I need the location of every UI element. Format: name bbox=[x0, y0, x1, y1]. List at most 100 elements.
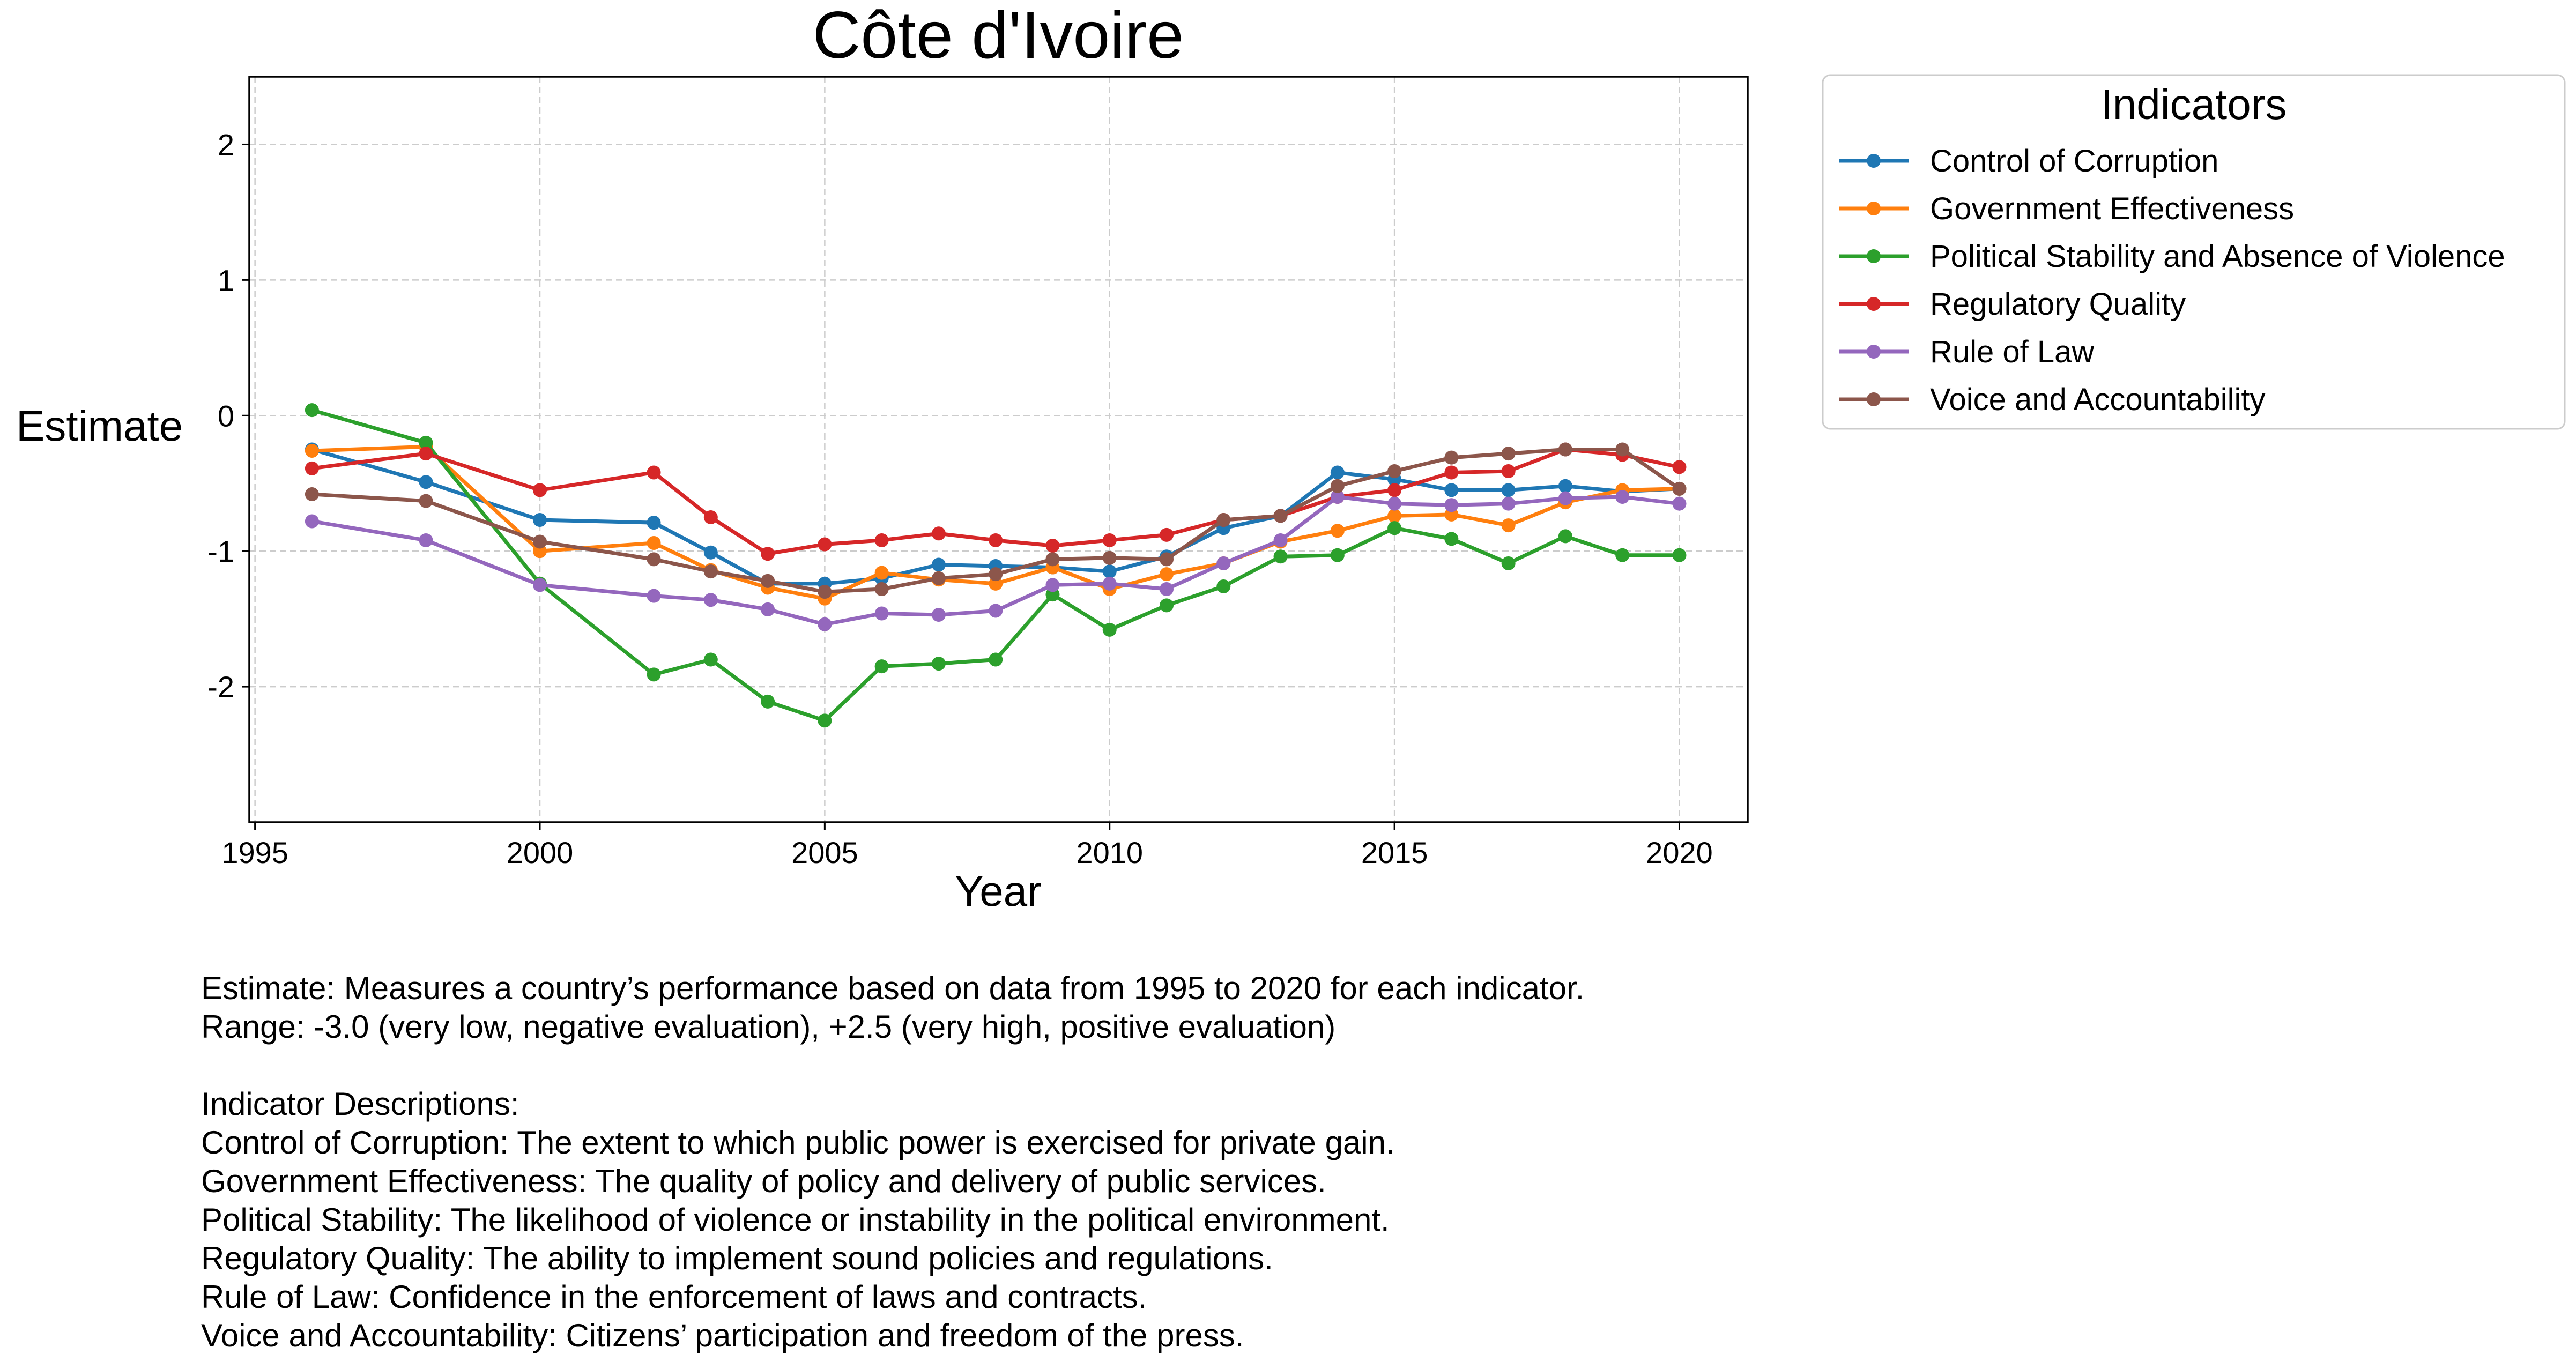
series-line bbox=[310, 448, 1681, 594]
data-point bbox=[1102, 622, 1117, 637]
data-point bbox=[305, 403, 319, 418]
legend-title: Indicators bbox=[2101, 80, 2287, 128]
data-point bbox=[647, 516, 661, 530]
data-point bbox=[931, 657, 946, 671]
y-tick-label: -1 bbox=[207, 534, 234, 568]
chart-title: Côte d'Ivoire bbox=[813, 0, 1184, 72]
series-layer bbox=[305, 403, 1687, 728]
data-point bbox=[931, 608, 946, 622]
data-point bbox=[1330, 524, 1345, 538]
data-point bbox=[761, 547, 775, 561]
data-point bbox=[1160, 567, 1174, 582]
data-point bbox=[1045, 552, 1060, 567]
legend-marker bbox=[1867, 345, 1881, 359]
series-line bbox=[310, 444, 1681, 601]
data-point bbox=[419, 447, 433, 461]
data-point bbox=[1160, 598, 1174, 613]
data-point bbox=[818, 585, 832, 599]
data-point bbox=[419, 435, 433, 450]
data-point bbox=[1102, 550, 1117, 565]
y-axis-label: Estimate bbox=[16, 402, 183, 450]
y-tick-label: -2 bbox=[207, 670, 234, 704]
x-tick-label: 2010 bbox=[1076, 836, 1143, 869]
data-point bbox=[1672, 481, 1687, 496]
data-point bbox=[1387, 496, 1402, 511]
data-point bbox=[761, 602, 775, 616]
legend-entry-control-of-corruption: Control of Corruption bbox=[1839, 144, 2218, 178]
data-point bbox=[532, 513, 547, 527]
data-point bbox=[1501, 556, 1516, 570]
data-point bbox=[989, 567, 1003, 582]
data-point bbox=[1330, 490, 1345, 504]
data-point bbox=[1387, 483, 1402, 497]
legend: Indicators Control of Corruption Governme… bbox=[1822, 74, 2566, 430]
data-point bbox=[931, 557, 946, 572]
data-point bbox=[1672, 496, 1687, 511]
note-description: Regulatory Quality: The ability to imple… bbox=[201, 1240, 1273, 1276]
data-point bbox=[818, 537, 832, 552]
data-point bbox=[989, 533, 1003, 547]
data-point bbox=[703, 510, 718, 524]
data-point bbox=[419, 475, 433, 489]
data-point bbox=[1330, 479, 1345, 493]
x-axis-label: Year bbox=[955, 867, 1042, 915]
data-point bbox=[1501, 483, 1516, 497]
series-line bbox=[310, 448, 1681, 556]
data-point bbox=[1102, 576, 1117, 591]
data-point bbox=[1501, 496, 1516, 511]
legend-marker bbox=[1867, 249, 1881, 263]
data-point bbox=[703, 564, 718, 579]
note-description: Political Stability: The likelihood of v… bbox=[201, 1202, 1390, 1238]
data-point bbox=[1558, 479, 1572, 493]
series-regulatory-quality bbox=[305, 442, 1687, 561]
legend-entry-government-effectiveness: Government Effectiveness bbox=[1839, 191, 2294, 226]
data-point bbox=[1387, 464, 1402, 478]
plot-frame bbox=[248, 76, 1749, 823]
legend-label: Control of Corruption bbox=[1930, 144, 2218, 178]
data-point bbox=[647, 465, 661, 480]
data-point bbox=[1501, 447, 1516, 461]
data-point bbox=[703, 652, 718, 667]
data-point bbox=[532, 578, 547, 592]
legend-marker bbox=[1867, 202, 1881, 215]
series-line bbox=[310, 408, 1681, 723]
data-point bbox=[1160, 582, 1174, 596]
y-tick-label: 1 bbox=[218, 263, 234, 297]
data-point bbox=[419, 533, 433, 547]
data-point bbox=[874, 566, 889, 580]
y-axis: -2 -1 0 1 2 bbox=[207, 128, 249, 704]
note-description: Control of Corruption: The extent to whi… bbox=[201, 1125, 1395, 1160]
legend-entry-voice-and-accountability: Voice and Accountability bbox=[1839, 382, 2266, 417]
data-point bbox=[1444, 450, 1459, 465]
legend-label: Rule of Law bbox=[1930, 334, 2095, 369]
y-tick-label: 2 bbox=[218, 128, 234, 161]
data-point bbox=[532, 483, 547, 497]
data-point bbox=[647, 589, 661, 603]
x-axis: 1995 2000 2005 2010 2015 2020 bbox=[221, 822, 1713, 869]
data-point bbox=[1160, 552, 1174, 567]
legend-box bbox=[1822, 74, 2566, 430]
note-estimate: Estimate: Measures a country’s performan… bbox=[201, 970, 1585, 1006]
data-point bbox=[874, 533, 889, 547]
data-point bbox=[874, 582, 889, 596]
data-point bbox=[1216, 556, 1231, 570]
series-line bbox=[310, 495, 1681, 627]
data-point bbox=[1102, 564, 1117, 579]
note-description: Government Effectiveness: The quality of… bbox=[201, 1163, 1326, 1199]
legend-marker bbox=[1867, 154, 1881, 168]
data-point bbox=[532, 534, 547, 549]
data-point bbox=[1330, 465, 1345, 480]
data-point bbox=[1444, 498, 1459, 512]
data-point bbox=[305, 461, 319, 475]
series-political-stability-and-absence-of-violence bbox=[305, 403, 1687, 728]
data-point bbox=[1672, 460, 1687, 474]
series-voice-and-accountability bbox=[305, 442, 1687, 599]
x-tick-label: 1995 bbox=[221, 836, 288, 869]
legend-entry-political-stability-and-absence-of-violence: Political Stability and Absence of Viole… bbox=[1839, 239, 2505, 274]
y-tick-label: 0 bbox=[218, 399, 234, 433]
data-point bbox=[761, 574, 775, 588]
data-point bbox=[874, 659, 889, 674]
data-point bbox=[1444, 532, 1459, 546]
data-point bbox=[1501, 518, 1516, 533]
